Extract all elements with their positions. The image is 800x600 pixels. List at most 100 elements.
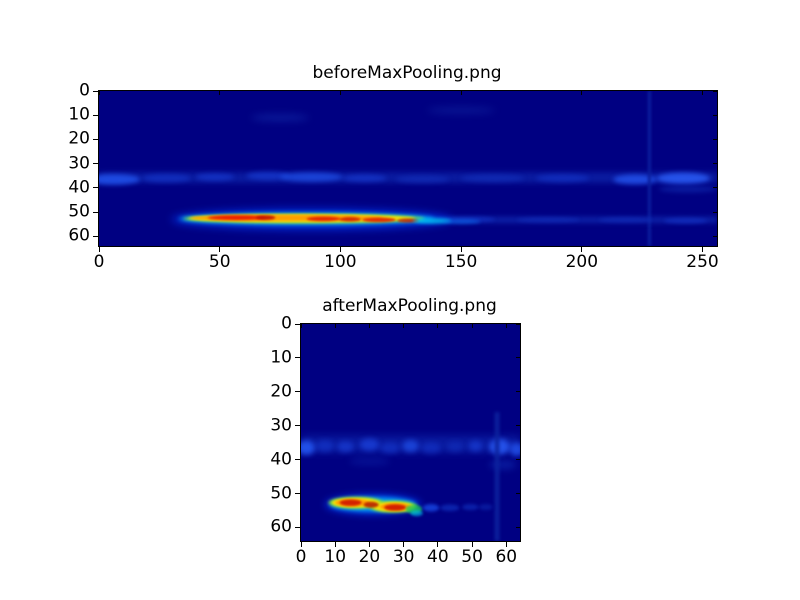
heatmap-feature <box>397 218 419 223</box>
heatmap-feature <box>306 216 341 222</box>
heatmap-feature <box>280 172 343 182</box>
y-tick-label: 20 <box>270 381 292 402</box>
heatmap-feature <box>509 442 520 457</box>
heatmap-feature <box>342 174 387 182</box>
y-tick-mark-right <box>516 459 520 461</box>
heatmap-feature <box>362 217 396 223</box>
heatmap-feature <box>251 114 310 122</box>
y-tick-mark <box>295 459 300 461</box>
heatmap-feature <box>421 442 441 454</box>
y-tick-label: 40 <box>68 177 90 198</box>
y-tick-label: 20 <box>68 128 90 149</box>
x-tick-mark-top <box>339 91 341 95</box>
x-tick-mark-top <box>505 324 507 328</box>
x-tick-mark-top <box>702 91 704 95</box>
x-tick-label: 0 <box>93 252 105 272</box>
heatmap-feature <box>142 174 191 183</box>
heatmap-feature <box>489 459 517 470</box>
x-tick-label: 20 <box>358 547 381 567</box>
y-tick-mark <box>295 493 300 495</box>
heatmap-feature <box>422 504 440 512</box>
heatmap-feature <box>535 174 590 183</box>
heatmap-feature <box>255 215 276 220</box>
heatmap-feature <box>598 217 652 223</box>
heatmap-feature <box>316 440 334 452</box>
x-tick-mark <box>403 542 405 547</box>
x-tick-mark-top <box>98 91 100 95</box>
y-tick-mark-right <box>516 425 520 427</box>
heatmap-feature <box>410 510 423 517</box>
y-tick-label: 0 <box>281 313 292 334</box>
heatmap-feature <box>395 175 450 184</box>
x-tick-mark <box>339 247 341 252</box>
heatmap-feature <box>656 172 710 184</box>
heatmap-plot-before: 0 50 100 150 200 250 0 10 20 30 40 50 60 <box>68 82 718 271</box>
x-tick-label: 50 <box>208 252 231 272</box>
heatmap-feature <box>468 440 483 452</box>
x-tick-mark-top <box>460 91 462 95</box>
x-tick-mark <box>460 247 462 252</box>
y-tick-mark <box>295 526 300 528</box>
x-tick-label: 200 <box>565 252 599 272</box>
y-tick-mark-right <box>516 323 520 325</box>
x-tick-mark-top <box>437 324 439 328</box>
heatmap-feature <box>99 174 141 185</box>
heatmap-feature <box>363 501 379 508</box>
heatmap-feature <box>427 106 495 115</box>
x-tick-label: 50 <box>461 547 483 567</box>
x-tick-label: 150 <box>444 252 478 272</box>
heatmap-feature <box>380 442 400 454</box>
heatmap-feature <box>301 440 316 455</box>
y-tick-mark <box>93 163 98 165</box>
heatmap-feature <box>339 499 362 506</box>
heatmap-feature <box>462 504 479 511</box>
y-tick-mark-right <box>713 138 717 140</box>
heatmap-feature <box>207 215 266 221</box>
y-tick-mark-right <box>516 357 520 359</box>
x-tick-label: 30 <box>392 547 415 567</box>
x-tick-label: 40 <box>427 547 449 567</box>
heatmap-feature <box>647 91 652 246</box>
heatmap-feature <box>663 217 708 224</box>
x-tick-mark <box>702 247 704 252</box>
x-tick-mark <box>505 542 507 547</box>
heatmap-feature <box>412 217 452 224</box>
y-tick-label: 10 <box>270 347 292 368</box>
heatmap-feature <box>613 174 657 185</box>
y-tick-mark-right <box>713 187 717 189</box>
y-tick-mark-right <box>713 211 717 213</box>
heatmap-feature <box>408 216 717 224</box>
chart-title-after: afterMaxPooling.png <box>322 296 497 316</box>
y-tick-label: 50 <box>68 201 90 222</box>
y-tick-mark <box>93 138 98 140</box>
y-tick-mark <box>93 187 98 189</box>
x-tick-mark <box>581 247 583 252</box>
y-tick-mark-right <box>713 163 717 165</box>
x-tick-mark-top <box>471 324 473 328</box>
y-tick-mark <box>93 211 98 213</box>
heatmap-image-before <box>99 91 717 246</box>
y-tick-label: 60 <box>270 516 292 537</box>
heatmap-feature <box>478 504 493 511</box>
heatmap-feature <box>440 504 460 512</box>
heatmap-feature <box>195 173 235 181</box>
x-tick-mark-top <box>368 324 370 328</box>
heatmap-feature <box>446 441 464 452</box>
y-tick-mark-right <box>516 526 520 528</box>
x-tick-label: 60 <box>495 547 518 567</box>
y-tick-label: 0 <box>79 80 90 101</box>
x-tick-mark <box>219 247 221 252</box>
x-tick-mark-top <box>219 91 221 95</box>
y-tick-mark <box>93 114 98 116</box>
x-tick-mark <box>300 542 302 547</box>
y-tick-label: 30 <box>68 153 90 174</box>
x-tick-mark <box>471 542 473 547</box>
chart-title-before: beforeMaxPooling.png <box>312 63 502 83</box>
y-tick-mark-right <box>516 391 520 393</box>
x-tick-mark-top <box>300 324 302 328</box>
y-tick-mark <box>295 357 300 359</box>
y-tick-label: 30 <box>270 415 292 436</box>
heatmap-feature <box>348 457 390 466</box>
x-tick-label: 250 <box>686 252 719 272</box>
